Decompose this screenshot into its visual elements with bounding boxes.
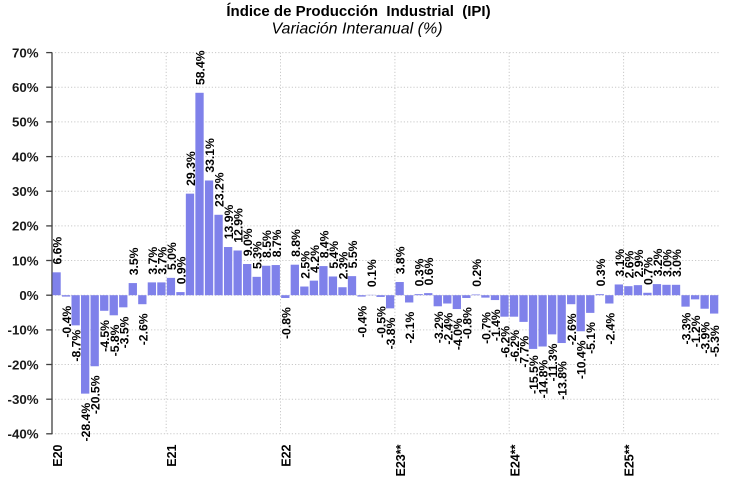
svg-text:-5.1%: -5.1% [584, 322, 598, 354]
svg-text:E22: E22 [280, 444, 294, 466]
svg-text:E21: E21 [165, 444, 179, 466]
svg-text:-0.8%: -0.8% [460, 307, 474, 339]
svg-text:0.9%: 0.9% [174, 256, 188, 284]
svg-text:58.4%: 58.4% [194, 50, 208, 85]
svg-text:-20%: -20% [8, 357, 39, 372]
svg-text:-10%: -10% [8, 323, 39, 338]
svg-text:0.1%: 0.1% [365, 259, 379, 287]
svg-text:E24**: E24** [508, 444, 522, 476]
svg-text:-2.6%: -2.6% [136, 313, 150, 345]
svg-text:5.5%: 5.5% [346, 240, 360, 268]
svg-text:0%: 0% [19, 288, 38, 303]
svg-text:E20: E20 [51, 444, 65, 466]
svg-text:-8.7%: -8.7% [70, 330, 84, 362]
svg-text:20%: 20% [12, 219, 39, 234]
svg-text:33.1%: 33.1% [203, 138, 217, 173]
svg-text:-0.4%: -0.4% [356, 306, 370, 338]
svg-text:30%: 30% [12, 184, 39, 199]
svg-text:29.3%: 29.3% [184, 151, 198, 186]
svg-text:-2.1%: -2.1% [403, 312, 417, 344]
svg-text:3.5%: 3.5% [127, 247, 141, 275]
svg-text:E25**: E25** [623, 444, 637, 476]
svg-text:8.7%: 8.7% [270, 229, 284, 257]
svg-text:10%: 10% [12, 253, 39, 268]
svg-text:-40%: -40% [8, 427, 39, 442]
svg-text:-20.5%: -20.5% [89, 375, 103, 414]
svg-text:0.2%: 0.2% [470, 259, 484, 287]
svg-text:60%: 60% [12, 80, 39, 95]
svg-text:Índice de Producción Industri: Índice de Producción Industrial (IPI) [226, 3, 490, 20]
svg-text:-30%: -30% [8, 392, 39, 407]
svg-text:0.6%: 0.6% [422, 257, 436, 285]
svg-text:23.2%: 23.2% [213, 172, 227, 207]
svg-text:6.6%: 6.6% [51, 237, 65, 265]
svg-text:3.8%: 3.8% [394, 246, 408, 274]
svg-text:-3.8%: -3.8% [384, 317, 398, 349]
svg-text:-13.8%: -13.8% [556, 361, 570, 400]
svg-text:40%: 40% [12, 149, 39, 164]
svg-text:Variación Interanual (%): Variación Interanual (%) [271, 21, 442, 38]
svg-text:-2.4%: -2.4% [603, 313, 617, 345]
svg-text:-3.5%: -3.5% [117, 316, 131, 348]
svg-text:-5.3%: -5.3% [708, 325, 722, 357]
svg-text:70%: 70% [12, 45, 39, 60]
svg-text:E23**: E23** [394, 444, 408, 476]
svg-text:0.3%: 0.3% [594, 258, 608, 286]
svg-text:-0.8%: -0.8% [279, 307, 293, 339]
svg-text:50%: 50% [12, 115, 39, 130]
svg-text:3.0%: 3.0% [670, 249, 684, 277]
